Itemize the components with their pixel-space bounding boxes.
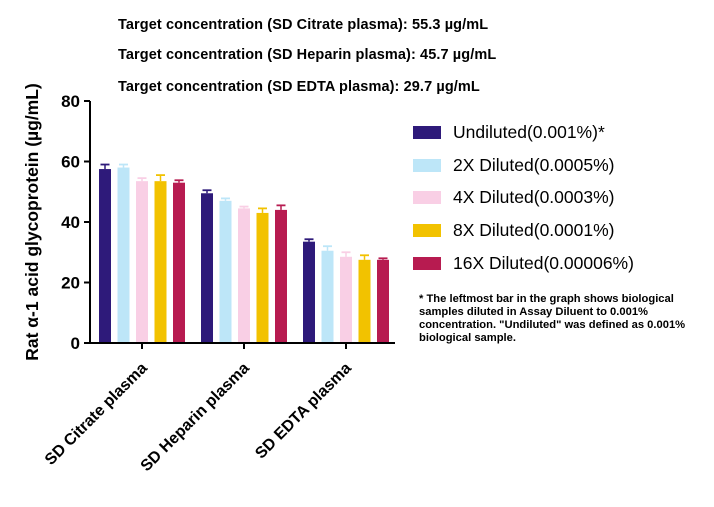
y-tick-label: 0 — [71, 334, 80, 353]
bar — [358, 259, 371, 343]
legend-label: 4X Diluted(0.0003%) — [453, 187, 615, 208]
bar — [136, 181, 148, 343]
bar — [303, 241, 315, 343]
legend-item-16x: 16X Diluted(0.00006%) — [413, 247, 634, 280]
y-axis-label: Rat α-1 acid glycoprotein (µg/mL) — [22, 83, 42, 361]
y-tick-label: 60 — [61, 153, 80, 172]
y-tick-label: 20 — [61, 274, 80, 293]
legend-label: 8X Diluted(0.0001%) — [453, 219, 615, 240]
bar — [154, 181, 167, 343]
legend-swatch — [413, 191, 441, 205]
legend-label: 16X Diluted(0.00006%) — [453, 252, 634, 273]
legend-item-undiluted: Undiluted(0.001%)* — [413, 116, 634, 149]
y-tick-label: 80 — [61, 92, 80, 111]
bar — [238, 208, 250, 343]
bar — [275, 209, 287, 343]
bar — [173, 182, 185, 343]
annotation-edta: Target concentration (SD EDTA plasma): 2… — [118, 79, 480, 95]
legend: Undiluted(0.001%)* 2X Diluted(0.0005%) 4… — [413, 116, 634, 279]
x-tick-label: SD EDTA plasma — [252, 360, 355, 463]
bar — [321, 250, 334, 343]
legend-swatch — [413, 223, 441, 237]
bar — [377, 259, 389, 343]
legend-swatch — [413, 125, 441, 139]
bar — [340, 256, 352, 343]
legend-item-2x: 2X Diluted(0.0005%) — [413, 149, 634, 182]
bar — [256, 212, 269, 343]
legend-swatch — [413, 158, 441, 172]
legend-label: 2X Diluted(0.0005%) — [453, 154, 615, 175]
x-tick-label: SD Citrate plasma — [42, 360, 151, 469]
legend-item-8x: 8X Diluted(0.0001%) — [413, 214, 634, 247]
x-tick-label: SD Heparin plasma — [138, 360, 253, 475]
footnote: * The leftmost bar in the graph shows bi… — [419, 293, 686, 344]
y-tick-label: 40 — [61, 213, 80, 232]
bar — [117, 167, 130, 343]
annotation-citrate: Target concentration (SD Citrate plasma)… — [118, 17, 489, 33]
legend-label: Undiluted(0.001%)* — [453, 121, 605, 142]
annotation-heparin: Target concentration (SD Heparin plasma)… — [118, 47, 497, 63]
bar — [219, 200, 232, 343]
legend-swatch — [413, 256, 441, 270]
bar — [99, 169, 111, 343]
legend-item-4x: 4X Diluted(0.0003%) — [413, 181, 634, 214]
bar — [201, 193, 213, 343]
